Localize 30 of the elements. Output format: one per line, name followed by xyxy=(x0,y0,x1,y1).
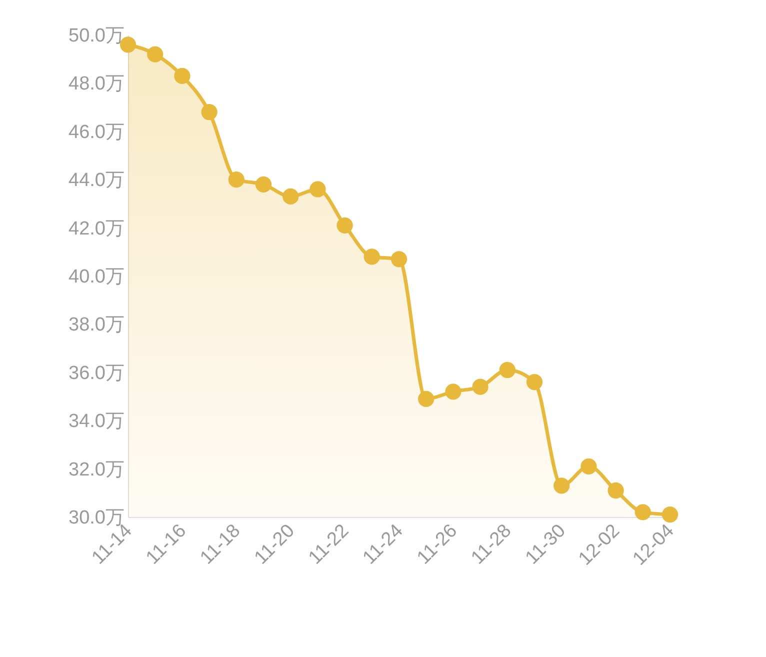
point xyxy=(390,251,408,268)
point xyxy=(634,504,651,520)
point xyxy=(608,482,624,499)
y-tick-label: 50.0万 xyxy=(68,26,124,46)
point xyxy=(580,458,597,474)
y-tick-label: 48.0万 xyxy=(68,74,124,95)
point xyxy=(472,378,488,395)
point xyxy=(147,46,164,62)
point xyxy=(310,181,326,198)
point xyxy=(174,68,190,84)
point xyxy=(364,248,380,265)
y-tick-label: 36.0万 xyxy=(68,362,124,384)
y-tick-label: 32.0万 xyxy=(68,459,124,480)
point xyxy=(228,172,244,188)
point xyxy=(526,374,543,390)
point xyxy=(662,506,678,523)
point xyxy=(499,362,516,378)
y-tick-label: 46.0万 xyxy=(68,122,124,143)
y-tick-label: 34.0万 xyxy=(68,411,124,432)
y-tick-label: 44.0万 xyxy=(68,170,124,192)
point xyxy=(201,104,218,120)
point xyxy=(445,384,462,400)
point xyxy=(282,188,299,205)
point xyxy=(418,390,434,407)
y-tick-label: 42.0万 xyxy=(68,218,124,240)
point xyxy=(554,478,570,494)
point xyxy=(255,176,272,192)
point xyxy=(336,217,353,234)
y-tick-label: 40.0万 xyxy=(68,266,124,288)
y-tick-label: 38.0万 xyxy=(68,314,124,336)
